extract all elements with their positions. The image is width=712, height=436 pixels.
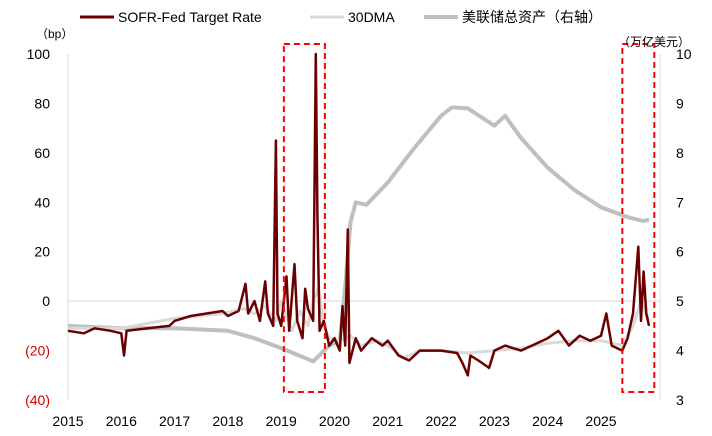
x-tick-label: 2018: [212, 413, 243, 429]
right-tick-label: 6: [676, 244, 684, 260]
left-tick-label: 40: [34, 194, 50, 210]
x-tick-label: 2015: [52, 413, 83, 429]
x-tick-label: 2016: [106, 413, 137, 429]
right-tick-label: 10: [676, 46, 692, 62]
highlight-box: [621, 43, 656, 393]
x-tick-label: 2025: [585, 413, 616, 429]
left-tick-label: 0: [42, 293, 50, 309]
left-axis-unit: （bp）: [36, 27, 73, 41]
x-tick-label: 2019: [266, 413, 297, 429]
legend-label-30dma: 30DMA: [348, 9, 395, 25]
x-tick-label: 2023: [479, 413, 510, 429]
legend-label-fed-assets: 美联储总资产（右轴）: [462, 9, 602, 25]
series-line-sofr: [67, 52, 651, 377]
x-tick-label: 2021: [372, 413, 403, 429]
left-tick-label: 60: [34, 145, 50, 161]
left-tick-label: (40): [25, 392, 50, 408]
highlight-box: [282, 43, 326, 393]
legend-label-sofr: SOFR-Fed Target Rate: [118, 9, 262, 25]
legend: SOFR-Fed Target Rate 30DMA 美联储总资产（右轴）: [80, 9, 602, 25]
left-tick-label: 80: [34, 95, 50, 111]
right-tick-label: 4: [676, 343, 684, 359]
left-tick-label: 20: [34, 244, 50, 260]
right-tick-label: 8: [676, 145, 684, 161]
right-tick-label: 5: [676, 293, 684, 309]
x-tick-label: 2022: [426, 413, 457, 429]
right-tick-label: 7: [676, 194, 684, 210]
left-tick-label: (20): [25, 343, 50, 359]
right-tick-label: 3: [676, 392, 684, 408]
left-tick-label: 100: [27, 46, 51, 62]
right-axis-unit: （万亿美元）: [618, 34, 690, 49]
x-tick-label: 2017: [159, 413, 190, 429]
series-line-fed-assets: [67, 105, 650, 364]
x-tick-label: 2020: [319, 413, 350, 429]
right-tick-label: 9: [676, 95, 684, 111]
x-tick-label: 2024: [532, 413, 563, 429]
